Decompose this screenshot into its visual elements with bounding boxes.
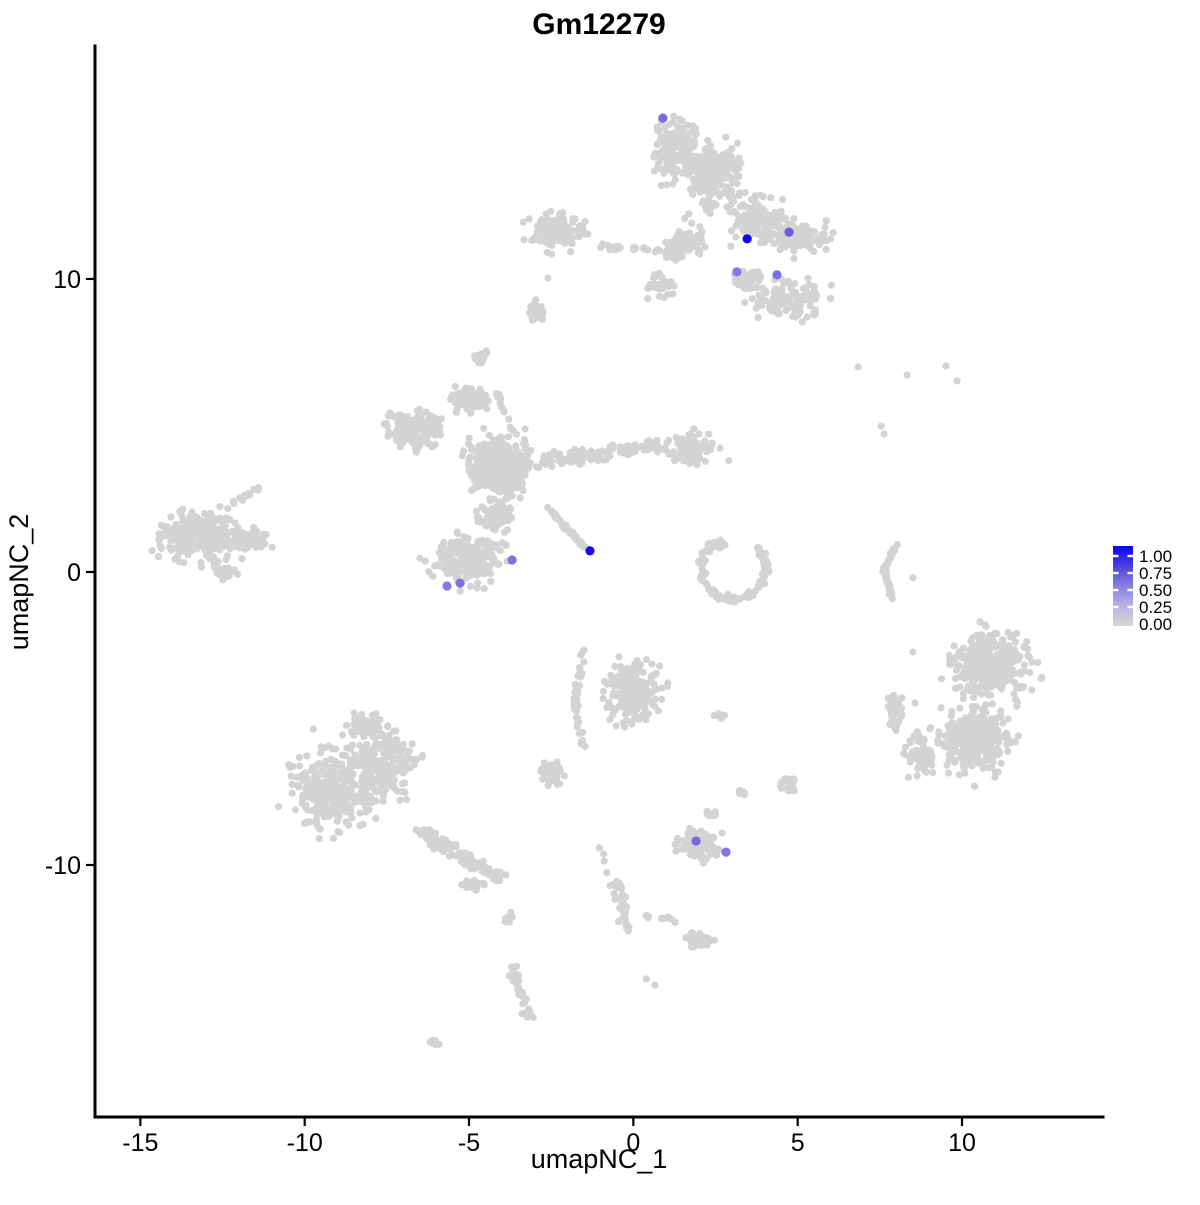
colorbar-gradient (1113, 546, 1133, 626)
y-axis-title: umapNC_2 (4, 514, 34, 651)
colorbar-ticks (1113, 554, 1133, 609)
plot-title: Gm12279 (532, 8, 665, 41)
y-axis-ticks: -10 0 10 (45, 266, 94, 880)
svg-text:-10: -10 (287, 1129, 323, 1157)
svg-text:10: 10 (948, 1129, 976, 1157)
scatter-points-layer (148, 112, 1046, 1049)
svg-text:0.00: 0.00 (1139, 615, 1172, 634)
svg-text:10: 10 (53, 266, 81, 294)
svg-text:5: 5 (791, 1129, 805, 1157)
svg-text:-5: -5 (458, 1129, 480, 1157)
svg-text:-15: -15 (122, 1129, 158, 1157)
expression-colorbar-legend: 1.000.750.500.250.00 (1113, 546, 1172, 634)
colorbar-labels: 1.000.750.500.250.00 (1139, 547, 1172, 634)
highlighted-points-layer (442, 113, 794, 857)
x-axis-title: umapNC_1 (531, 1144, 668, 1174)
svg-text:-10: -10 (45, 852, 81, 880)
x-axis-ticks: -15 -10 -5 0 5 10 (122, 1118, 976, 1157)
svg-text:0: 0 (67, 559, 81, 587)
